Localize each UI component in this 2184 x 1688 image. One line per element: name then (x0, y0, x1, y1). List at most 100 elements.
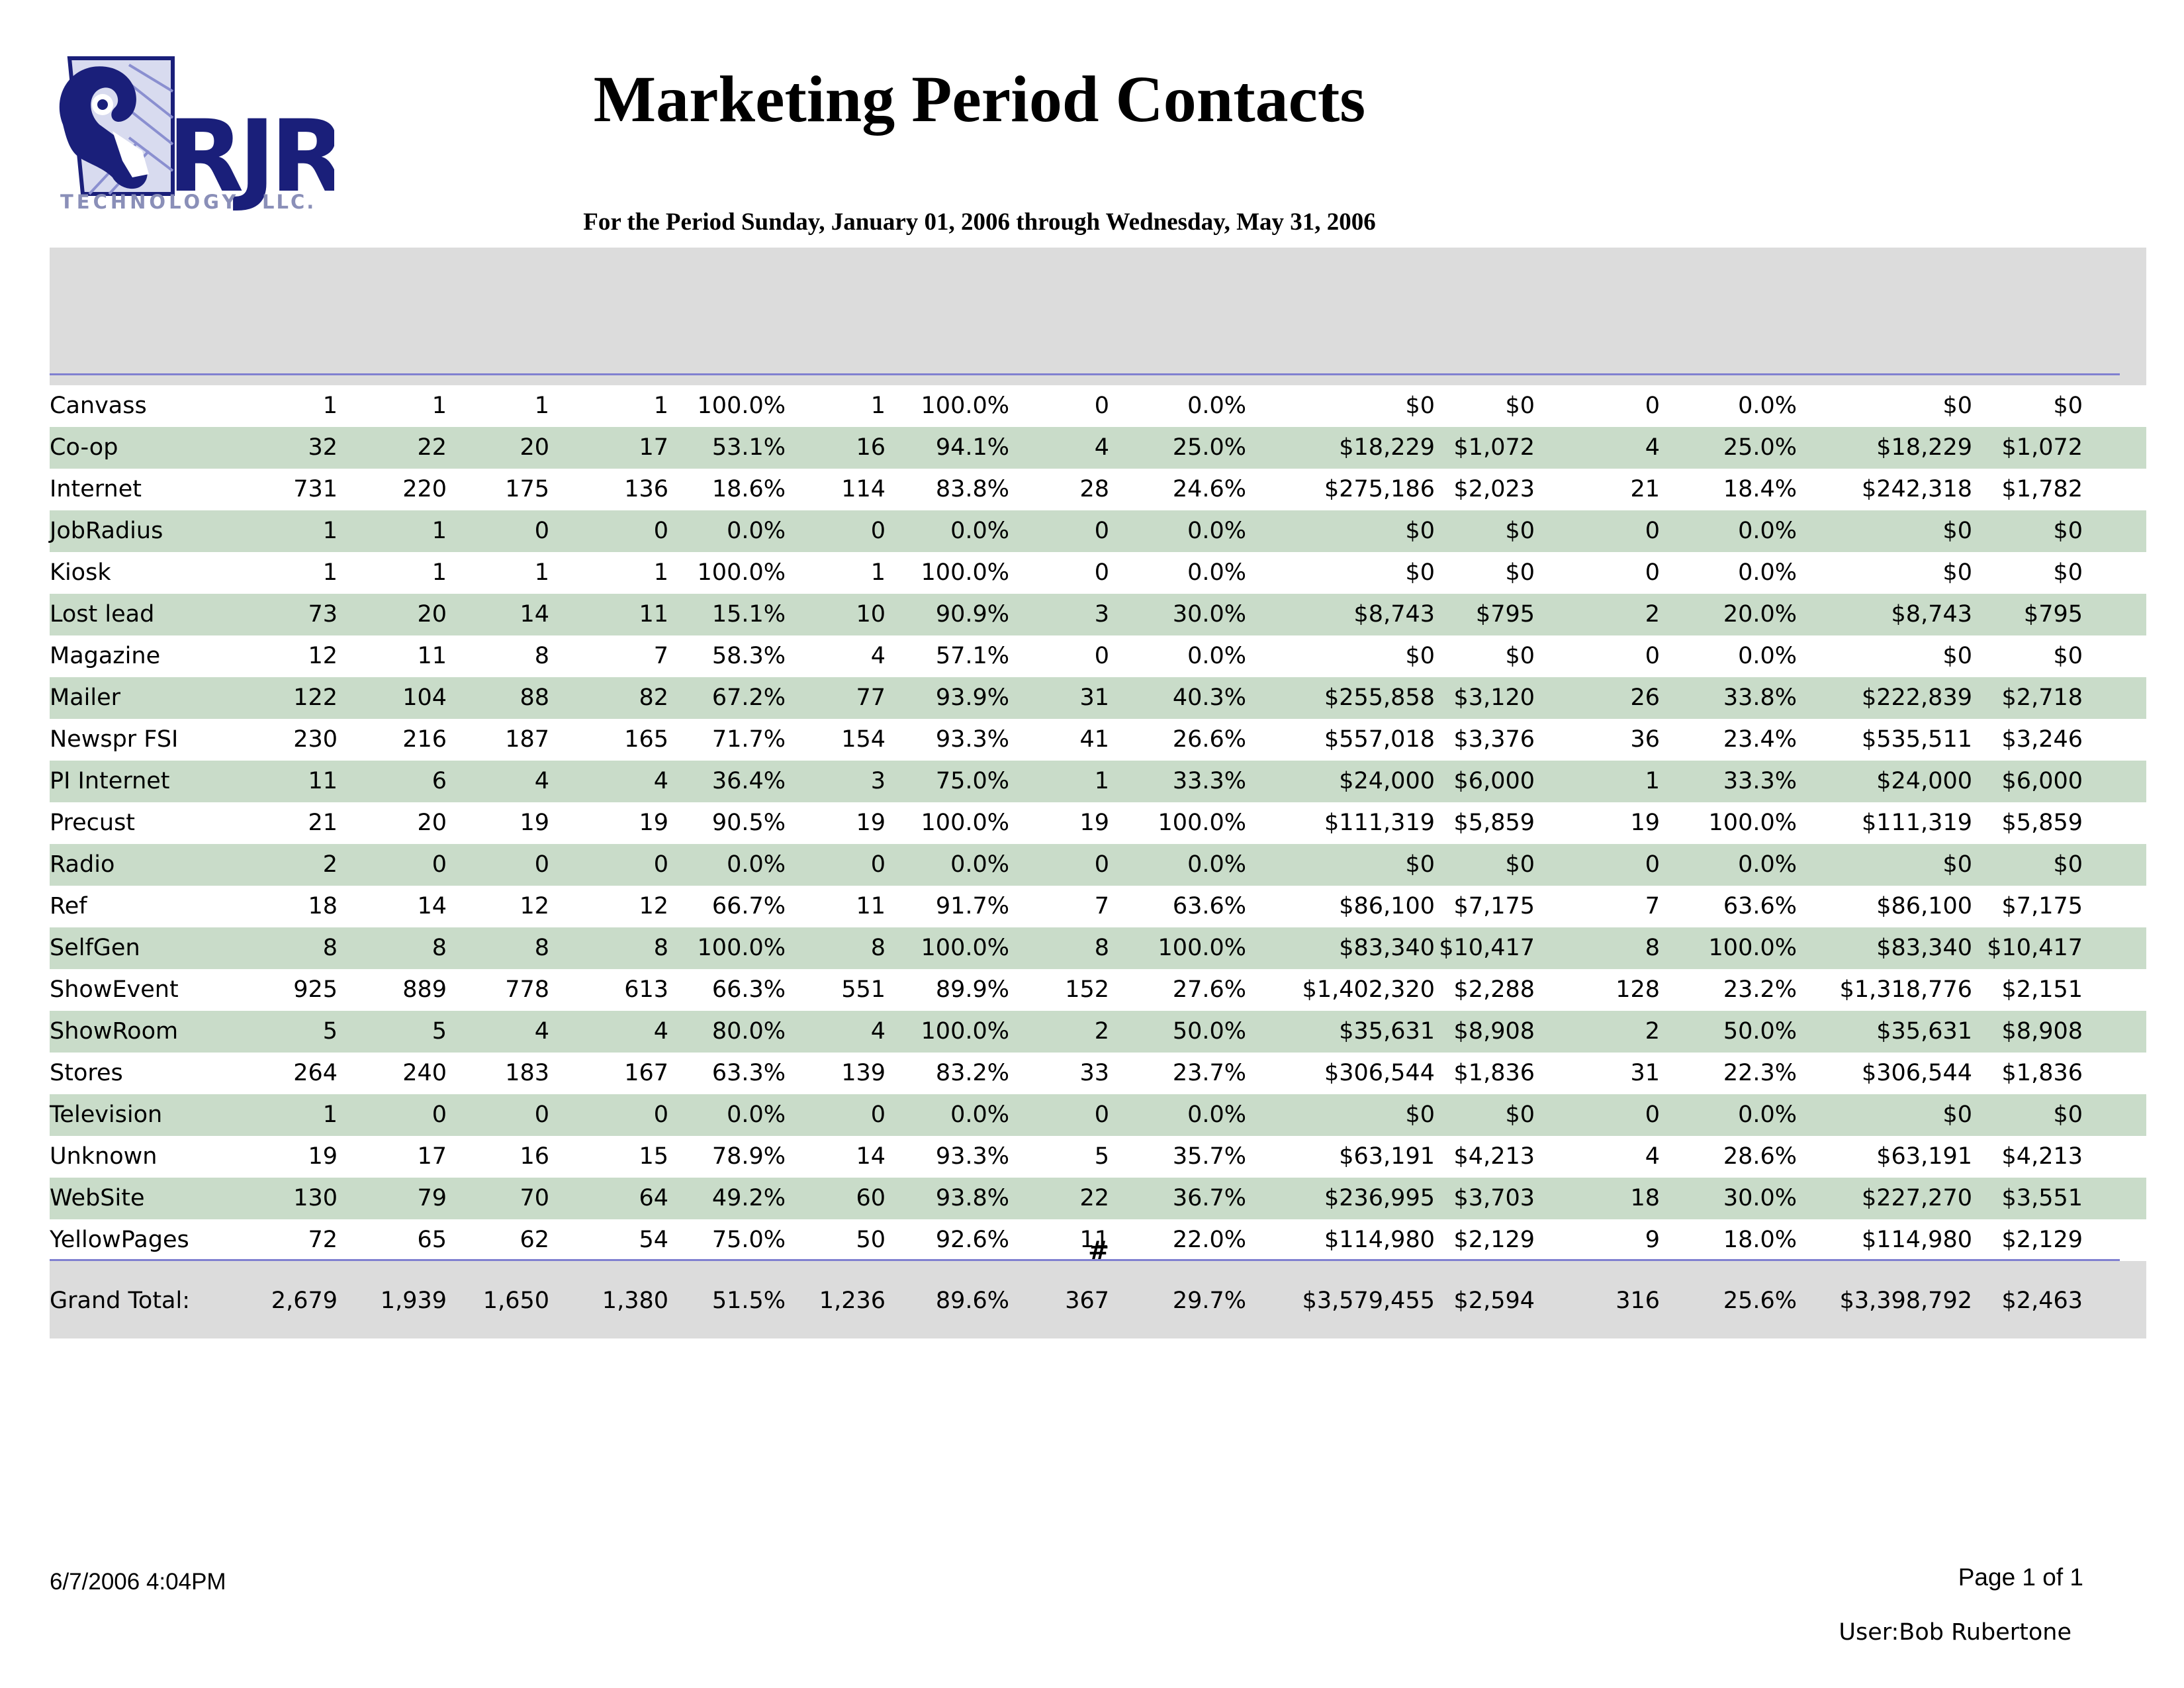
table-row: Kiosk 1 1 1 1 100.0% 1 100.0% 0 0.0% $0 $0 0 0.0% $0 $0 (50, 552, 2146, 594)
cell-gross-close: 4 (1094, 434, 1109, 461)
cell-demo: 14 (856, 1143, 886, 1170)
cell-gross-close: 22 (1079, 1185, 1109, 1211)
cell-gsli: $2,023 (1453, 476, 1535, 502)
cell-pct-issue: 63.3% (711, 1060, 786, 1086)
cell-demo: 114 (841, 476, 886, 502)
cell-pct-net-close: 50.0% (1723, 1018, 1797, 1045)
cell-gross-sale: $63,191 (1339, 1143, 1435, 1170)
cell-source: Internet (50, 476, 142, 502)
cell-net-close: 4 (1645, 434, 1660, 461)
cell-net-close: 2 (1645, 1018, 1660, 1045)
cell-pct-net-close: 30.0% (1723, 1185, 1797, 1211)
cell-demo: 50 (856, 1227, 886, 1253)
table-row: PI Internet 11 6 4 4 36.4% 3 75.0% 1 33.3% $24,000… (50, 761, 2146, 802)
ram-logo-icon: RJR (59, 56, 350, 214)
cell-demo: 154 (841, 726, 886, 753)
cell-gross-close: 19 (1079, 810, 1109, 836)
cell-net-close: 18 (1630, 1185, 1660, 1211)
cell-net-close: 0 (1645, 643, 1660, 669)
cell-raw: 72 (308, 1227, 338, 1253)
cell-nsli: $0 (2053, 1102, 2083, 1128)
cell-nsli: $8,908 (2001, 1018, 2083, 1045)
cell-pct-net-close: 25.0% (1723, 434, 1797, 461)
header-rule (50, 373, 2120, 375)
cell-source: Radio (50, 851, 115, 878)
table-row: ShowRoom 5 5 4 4 80.0% 4 100.0% 2 50.0% $35,631 $8,… (50, 1011, 2146, 1053)
cell-raw: 73 (308, 601, 338, 628)
cell-gross-close: 0 (1094, 518, 1109, 544)
cell-net-close: 8 (1645, 935, 1660, 961)
cell-demo: 0 (870, 851, 886, 878)
cell-gsli: $3,376 (1453, 726, 1535, 753)
table-header-band (50, 248, 2146, 385)
cell-gross-sale: $0 (1405, 851, 1435, 878)
cell-net-close: 1 (1645, 768, 1660, 794)
cell-conf: 4 (534, 768, 549, 794)
company-logo: RJR TECHNOLOGY LLC. (50, 52, 350, 224)
cell-gsli: $2,129 (1453, 1227, 1535, 1253)
cell-nsli: $5,859 (2001, 810, 2083, 836)
cell-raw: 130 (293, 1185, 338, 1211)
cell-net-sale: $0 (1942, 1102, 1972, 1128)
cell-source: Lost lead (50, 601, 155, 628)
cell-nsli: $6,000 (2001, 768, 2083, 794)
cell-source: SelfGen (50, 935, 140, 961)
table-row: Stores 264 240 183 167 63.3% 139 83.2% 33 23.7% $3… (50, 1053, 2146, 1094)
cell-demo: 4 (870, 643, 886, 669)
cell-nsli: $0 (2053, 851, 2083, 878)
cell-net-close: 2 (1645, 601, 1660, 628)
cell-issue: 17 (639, 434, 668, 461)
cell-pct-net-close: 100.0% (1708, 935, 1797, 961)
cell-raw: 122 (293, 684, 338, 711)
cell-pct-net-close: 0.0% (1738, 393, 1797, 419)
cell-raw: 18 (308, 893, 338, 919)
cell-pct-gross-close: 100.0% (1158, 935, 1246, 961)
cell-gross-close: 0 (1094, 643, 1109, 669)
cell-pct-demo: 0.0% (950, 851, 1009, 878)
grand-total-row: Grand Total: 2,679 1,939 1,650 1,380 51.5% 1,2… (50, 1280, 2146, 1322)
cell-issue: 1 (653, 393, 668, 419)
cell-net-sale: $306,544 (1861, 1060, 1972, 1086)
cell-gsli: $0 (1505, 851, 1535, 878)
cell-set: 22 (417, 434, 447, 461)
total-rule (50, 1259, 2120, 1261)
table-row: Canvass 1 1 1 1 100.0% 1 100.0% 0 0.0% $0 $0 0 0.0% $0… (50, 385, 2146, 427)
cell-pct-issue: 67.2% (711, 684, 786, 711)
cell-pct-demo: 75.0% (935, 768, 1009, 794)
cell-nsli: $7,175 (2001, 893, 2083, 919)
cell-source: ShowRoom (50, 1018, 179, 1045)
cell-set: 216 (402, 726, 447, 753)
cell-source: Kiosk (50, 559, 111, 586)
table-row: Lost lead 73 20 14 11 15.1% 10 90.9% 3 30.0% $8,74… (50, 594, 2146, 635)
cell-demo: 1 (870, 559, 886, 586)
cell-demo: 139 (841, 1060, 886, 1086)
cell-conf: 8 (534, 935, 549, 961)
cell-issue: 8 (653, 935, 668, 961)
cell-net-close: 9 (1645, 1227, 1660, 1253)
table-row: Internet 731 220 175 136 18.6% 114 83.8% 28 24.6%… (50, 469, 2146, 510)
cell-source: Magazine (50, 643, 161, 669)
cell-demo: 1,236 (819, 1288, 886, 1314)
table-row: Magazine 12 11 8 7 58.3% 4 57.1% 0 0.0% $0 $0 0 0.0% $… (50, 635, 2146, 677)
cell-pct-demo: 93.8% (935, 1185, 1009, 1211)
cell-nsli: $10,417 (1987, 935, 2083, 961)
cell-raw: 8 (322, 935, 338, 961)
cell-pct-gross-close: 27.6% (1172, 976, 1246, 1003)
cell-pct-demo: 91.7% (935, 893, 1009, 919)
cell-nsli: $3,551 (2001, 1185, 2083, 1211)
cell-net-sale: $83,340 (1876, 935, 1972, 961)
cell-demo: 0 (870, 518, 886, 544)
cell-nsli: $0 (2053, 518, 2083, 544)
cell-source: Grand Total: (50, 1288, 191, 1314)
cell-pct-demo: 83.2% (935, 1060, 1009, 1086)
cell-gsli: $3,703 (1453, 1185, 1535, 1211)
cell-pct-issue: 100.0% (697, 559, 786, 586)
cell-conf: 778 (505, 976, 549, 1003)
report-period: For the Period Sunday, January 01, 2006 … (583, 209, 1376, 236)
cell-nsli: $2,129 (2001, 1227, 2083, 1253)
cell-pct-issue: 0.0% (727, 851, 786, 878)
cell-gross-sale: $1,402,320 (1302, 976, 1435, 1003)
cell-conf: 187 (505, 726, 549, 753)
cell-conf: 88 (520, 684, 549, 711)
cell-pct-gross-close: 30.0% (1172, 601, 1246, 628)
